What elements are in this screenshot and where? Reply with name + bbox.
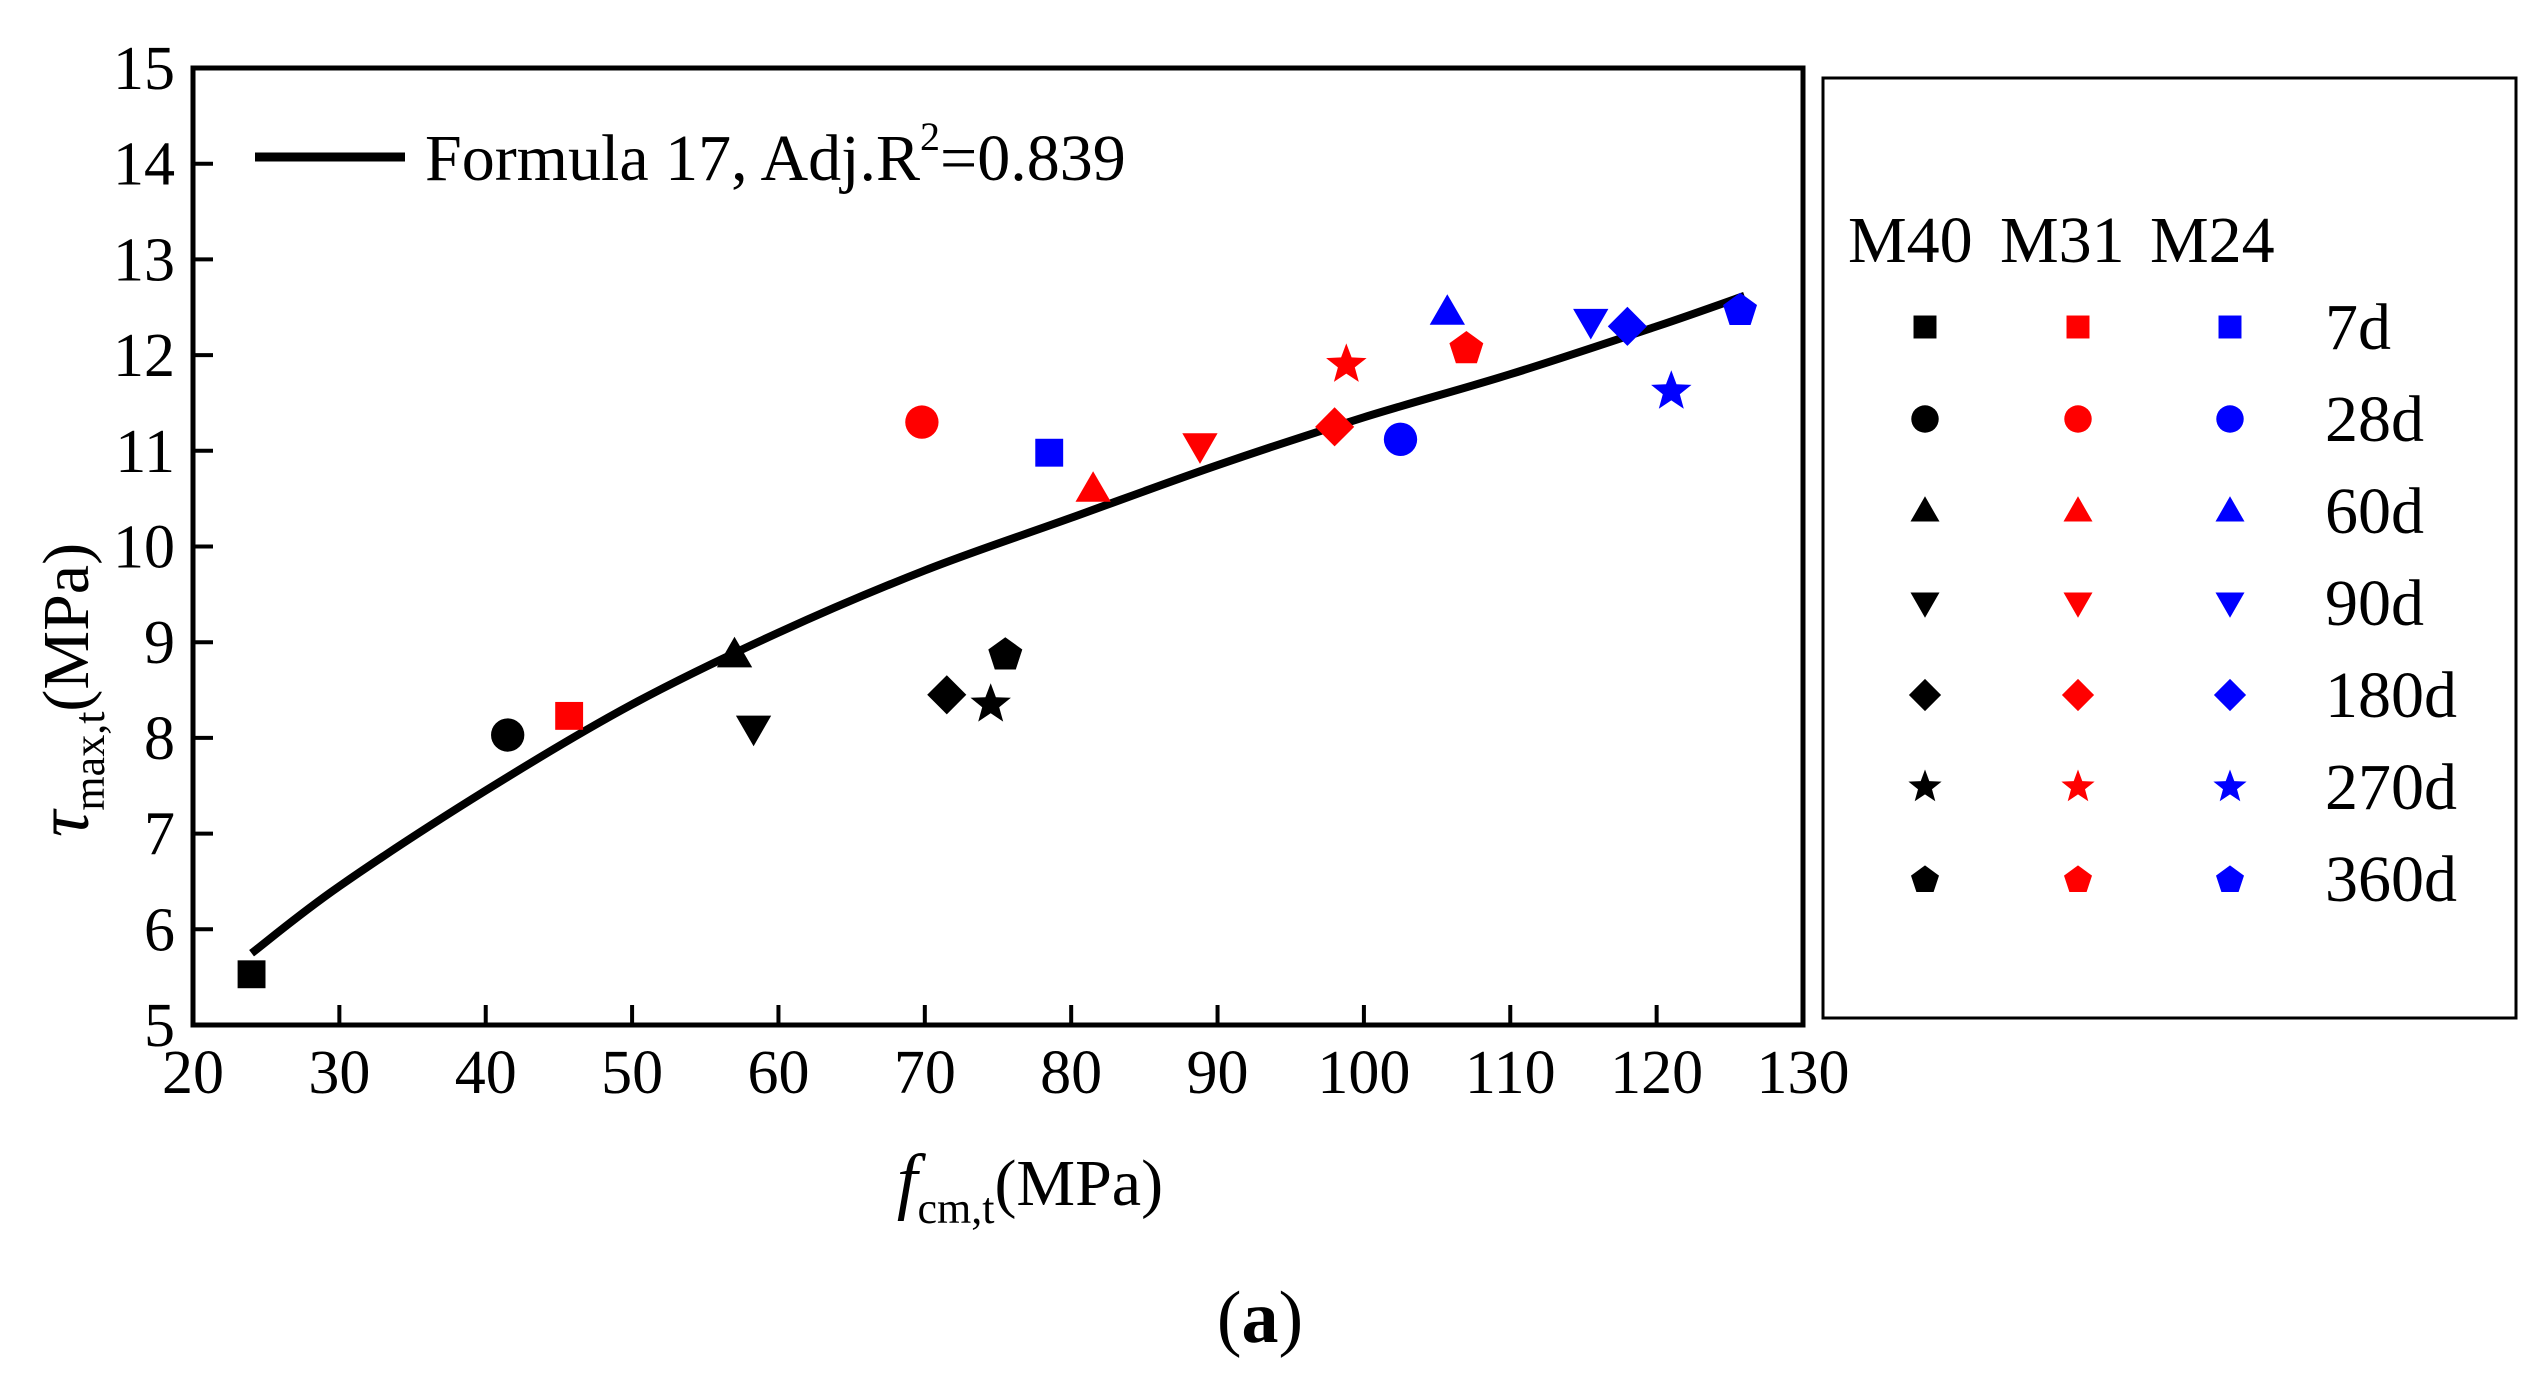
x-tick-label: 100 [1317,1039,1410,1107]
x-tick-label: 70 [894,1039,956,1107]
legend-marker-m40-60d [1910,496,1940,522]
legend-marker-m31-28d [2064,405,2092,433]
y-tick-label: 10 [113,514,175,582]
legend-marker-m40-360d [1911,865,1939,892]
point-m40-7d [237,960,266,989]
legend-marker-m24-90d [2215,592,2245,618]
x-tick-label: 110 [1465,1039,1556,1107]
point-m24-90d [1573,308,1609,340]
point-m40-360d [988,637,1023,670]
legend-marker-m24-360d [2216,865,2244,892]
x-tick-label: 90 [1187,1039,1249,1107]
legend-marker-m31-90d [2063,592,2093,618]
point-m31-60d [1075,471,1111,502]
point-m40-180d [927,675,967,715]
y-tick-label: 14 [113,131,175,199]
x-tick-label: 130 [1757,1039,1850,1107]
x-tick-label: 30 [308,1039,370,1107]
x-axis-title: fcm,t(MPa) [897,1140,1163,1233]
point-m24-28d [1383,422,1418,456]
x-tick-label: 20 [162,1039,224,1107]
figure-caption: (a) [1217,1277,1303,1359]
fit-legend-label: Formula 17, Adj.R2=0.839 [425,114,1126,195]
legend-marker-m40-7d [1913,315,1937,339]
point-m31-90d [1182,433,1218,464]
x-tick-label: 80 [1040,1039,1102,1107]
point-m31-180d [1315,407,1355,447]
legend-marker-m24-60d [2215,496,2245,522]
legend-age-360d: 360d [2325,843,2457,916]
point-m24-7d [1035,438,1064,467]
y-tick-label: 11 [115,418,175,486]
y-tick-label: 8 [144,705,175,773]
axis-ticks: 20 30 40 50 60 70 80 90 100 110 120 130 5 6 7 8 9 10 11 12 1… [113,35,1850,1107]
y-tick-label: 12 [113,322,175,390]
y-axis-title: τmax,t(MPa) [23,543,114,837]
legend-marker-m24-7d [2218,315,2242,339]
legend-mix-m40: M40 [1848,204,1973,277]
legend-marker-m24-28d [2216,405,2244,433]
point-m31-7d [555,701,584,730]
legend-marker-m31-180d [2061,678,2095,712]
x-tick-label: 60 [747,1039,809,1107]
legend-age-7d: 7d [2325,291,2391,364]
x-tick-label: 50 [601,1039,663,1107]
legend-mix-m24: M24 [2150,204,2275,277]
legend-marker-m31-270d [2061,769,2095,802]
fit-legend: Formula 17, Adj.R2=0.839 [255,114,1126,195]
legend-age-180d: 180d [2325,659,2457,732]
point-m40-60d [716,636,753,668]
legend-marker-m31-7d [2066,315,2090,339]
legend-marker-m31-360d [2064,865,2092,892]
point-m31-28d [905,405,939,439]
legend-marker-m40-270d [1908,769,1942,802]
y-tick-label: 5 [144,992,175,1060]
legend-age-90d: 90d [2325,567,2424,640]
legend-age-270d: 270d [2325,751,2457,824]
point-m24-270d [1651,370,1692,409]
marker-legend: M40 M31 M24 7d 28d 60d 90d 180d 270d 360d [1848,204,2457,916]
fit-curve [249,291,1746,957]
y-tick-label: 6 [144,896,175,964]
point-m31-360d [1449,331,1484,364]
legend-marker-m31-60d [2063,496,2093,522]
legend-age-60d: 60d [2325,475,2424,548]
y-tick-label: 15 [113,35,175,103]
legend-marker-m24-180d [2213,678,2247,712]
legend-marker-m40-28d [1911,405,1939,433]
y-tick-label: 9 [144,609,175,677]
point-m40-270d [970,683,1011,722]
y-tick-label: 13 [113,226,175,294]
point-m31-270d [1326,343,1367,382]
legend-marker-m40-180d [1908,678,1942,712]
point-m40-28d [491,718,525,752]
legend-box [1821,76,2518,1020]
point-m24-60d [1429,294,1465,325]
x-tick-label: 40 [455,1039,517,1107]
point-m40-90d [735,715,772,747]
point-m24-360d [1723,292,1757,325]
legend-mix-m31: M31 [2000,204,2125,277]
data-points [237,292,1757,989]
legend-marker-m24-270d [2213,769,2247,802]
fit-curve-group [249,291,1746,957]
x-tick-label: 120 [1610,1039,1703,1107]
point-m24-180d [1607,306,1647,346]
legend-marker-m40-90d [1910,592,1940,618]
y-tick-label: 7 [144,801,175,869]
legend-age-28d: 28d [2325,383,2424,456]
